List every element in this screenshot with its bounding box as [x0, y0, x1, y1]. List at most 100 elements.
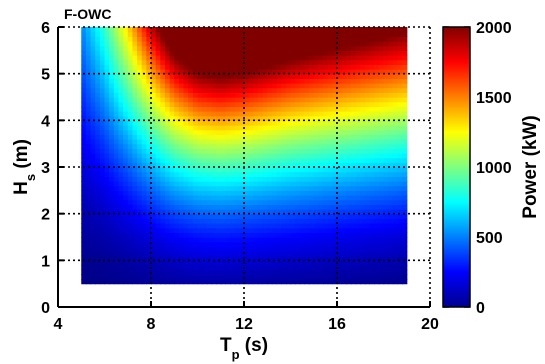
heatmap-cell [378, 120, 385, 126]
heatmap-cell [360, 143, 366, 149]
heatmap-cell [374, 255, 380, 261]
heatmap-cell [109, 111, 115, 117]
heatmap-cell [327, 45, 333, 51]
heatmap-cell [202, 129, 208, 135]
heatmap-cell [271, 181, 278, 187]
heatmap-cell [174, 120, 180, 126]
heatmap-cell [206, 73, 213, 79]
heatmap-cell [146, 167, 152, 173]
heatmap-cell [197, 115, 203, 121]
heatmap-cell [178, 223, 185, 229]
heatmap-cell [262, 265, 268, 271]
heatmap-cell [206, 111, 213, 117]
heatmap-cell [253, 139, 259, 145]
heatmap-cell [309, 120, 315, 126]
heatmap-cell [169, 120, 175, 126]
heatmap-cell [234, 181, 240, 187]
heatmap-cell [178, 185, 185, 191]
heatmap-cell [146, 73, 152, 79]
heatmap-cell [141, 237, 147, 243]
heatmap-cell [318, 265, 324, 271]
heatmap-cell [383, 50, 389, 56]
heatmap-cell [192, 195, 199, 201]
heatmap-cell [123, 209, 129, 215]
heatmap-cell [295, 265, 301, 271]
heatmap-cell [341, 83, 347, 89]
heatmap-cell [183, 237, 189, 243]
heatmap-cell [285, 64, 292, 70]
heatmap-cell [230, 111, 236, 117]
heatmap-cell [155, 232, 161, 238]
heatmap-cell [290, 92, 296, 98]
heatmap-cell [95, 260, 101, 266]
heatmap-cell [127, 59, 133, 65]
heatmap-cell [225, 129, 231, 135]
heatmap-cell [323, 167, 329, 173]
heatmap-cell [397, 218, 403, 224]
heatmap-cell [151, 251, 157, 257]
heatmap-cell [244, 167, 250, 173]
heatmap-cell [392, 134, 399, 140]
heatmap-cell [141, 279, 147, 285]
heatmap-cell [118, 87, 124, 93]
heatmap-cell [290, 167, 296, 173]
heatmap-cell [202, 148, 208, 154]
heatmap-cell [248, 195, 254, 201]
heatmap-cell [202, 97, 208, 103]
heatmap-cell [137, 87, 143, 93]
heatmap-cell [323, 73, 329, 79]
heatmap-cell [383, 97, 389, 103]
heatmap-cell [192, 111, 199, 117]
heatmap-cell [337, 115, 343, 121]
heatmap-cell [164, 41, 171, 47]
heatmap-cell [402, 162, 408, 168]
heatmap-cell [146, 97, 152, 103]
heatmap-cell [146, 106, 152, 112]
heatmap-cell [123, 41, 129, 47]
heatmap-cell [313, 269, 319, 275]
heatmap-cell [141, 167, 147, 173]
heatmap-cell [253, 36, 259, 42]
heatmap-cell [90, 115, 96, 121]
heatmap-cell [104, 27, 110, 33]
heatmap-cell [137, 31, 143, 37]
heatmap-cell [178, 120, 185, 126]
heatmap-cell [230, 279, 236, 285]
heatmap-cell [230, 125, 236, 131]
heatmap-cell [327, 204, 333, 210]
heatmap-cell [355, 78, 361, 84]
heatmap-cell [127, 162, 133, 168]
heatmap-cell [146, 241, 152, 247]
heatmap-cell [355, 181, 361, 187]
heatmap-cell [183, 167, 189, 173]
heatmap-cell [397, 157, 403, 163]
heatmap-cell [141, 73, 147, 79]
heatmap-cell [276, 69, 282, 75]
heatmap-cell [183, 251, 189, 257]
heatmap-cell [318, 139, 324, 145]
heatmap-cell [392, 241, 399, 247]
heatmap-cell [127, 227, 133, 233]
heatmap-cell [127, 41, 133, 47]
heatmap-cell [141, 227, 147, 233]
heatmap-cell [206, 27, 213, 33]
heatmap-cell [257, 213, 264, 219]
heatmap-cell [262, 195, 268, 201]
heatmap-cell [271, 190, 278, 196]
heatmap-cell [109, 232, 115, 238]
heatmap-cell [337, 50, 343, 56]
heatmap-cell [132, 59, 138, 65]
heatmap-cell [211, 92, 217, 98]
heatmap-cell [355, 120, 361, 126]
heatmap-cell [216, 171, 222, 177]
heatmap-cell [369, 134, 375, 140]
heatmap-cell [262, 241, 268, 247]
heatmap-cell [202, 125, 208, 131]
heatmap-cell [211, 218, 217, 224]
heatmap-cell [197, 153, 203, 159]
heatmap-cell [332, 199, 338, 205]
heatmap-cell [262, 129, 268, 135]
heatmap-cell [276, 73, 282, 79]
heatmap-cell [346, 106, 352, 112]
heatmap-cell [141, 120, 147, 126]
